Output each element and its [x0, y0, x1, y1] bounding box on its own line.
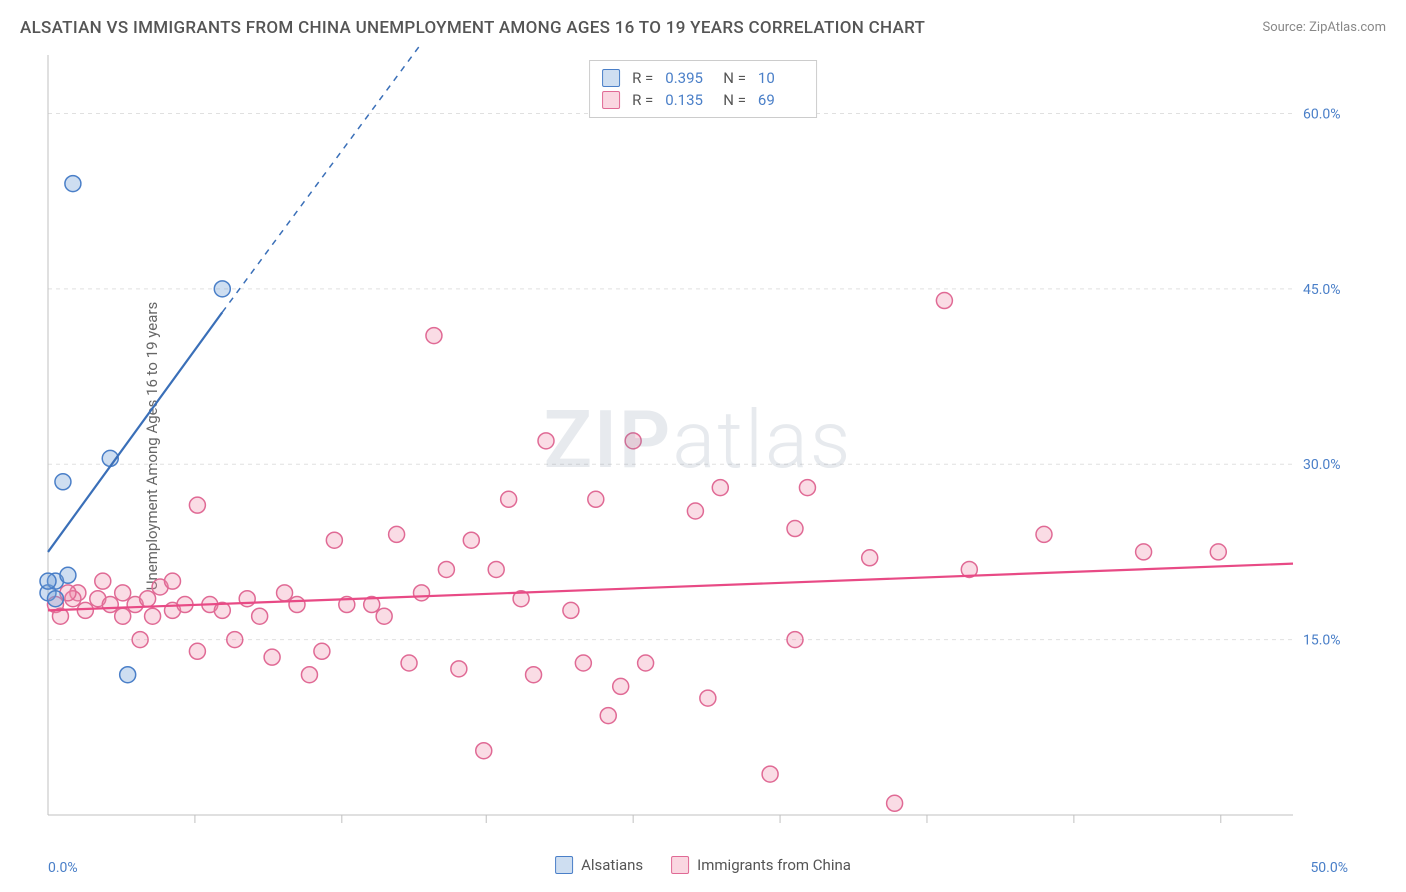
legend-stats-row-1: R = 0.395 N = 10: [602, 67, 804, 89]
svg-text:60.0%: 60.0%: [1303, 106, 1341, 122]
plot-svg: 15.0% 30.0% 45.0% 60.0%: [48, 55, 1348, 825]
r-value-1: 0.395: [665, 69, 711, 87]
chart-container: ALSATIAN VS IMMIGRANTS FROM CHINA UNEMPL…: [0, 0, 1406, 892]
n-value-2: 69: [758, 91, 804, 109]
swatch-alsatians-icon: [555, 856, 573, 874]
legend-label-immigrants: Immigrants from China: [697, 856, 851, 874]
svg-text:30.0%: 30.0%: [1303, 457, 1341, 473]
swatch-immigrants-icon: [671, 856, 689, 874]
legend-item-immigrants: Immigrants from China: [671, 856, 851, 874]
n-value-1: 10: [758, 69, 804, 87]
r-label-2: R =: [632, 91, 653, 109]
plot-area: 15.0%30.0%45.0%60.0% ZIPatlas: [48, 55, 1348, 825]
n-label-1: N =: [723, 69, 746, 87]
svg-text:45.0%: 45.0%: [1303, 282, 1341, 298]
legend-item-alsatians: Alsatians: [555, 856, 643, 874]
n-label-2: N =: [723, 91, 746, 109]
legend-label-alsatians: Alsatians: [581, 856, 643, 874]
swatch-alsatians-icon: [602, 69, 620, 87]
legend-stats: R = 0.395 N = 10 R = 0.135 N = 69: [589, 60, 817, 118]
x-axis-min: 0.0%: [48, 860, 78, 876]
svg-text:15.0%: 15.0%: [1303, 633, 1341, 649]
x-axis-max: 50.0%: [1310, 860, 1348, 876]
legend-stats-row-2: R = 0.135 N = 69: [602, 89, 804, 111]
chart-title: ALSATIAN VS IMMIGRANTS FROM CHINA UNEMPL…: [20, 18, 925, 38]
source-label: Source: ZipAtlas.com: [1262, 20, 1386, 35]
r-value-2: 0.135: [665, 91, 711, 109]
legend-series: Alsatians Immigrants from China: [555, 856, 851, 874]
swatch-immigrants-icon: [602, 91, 620, 109]
r-label-1: R =: [632, 69, 653, 87]
